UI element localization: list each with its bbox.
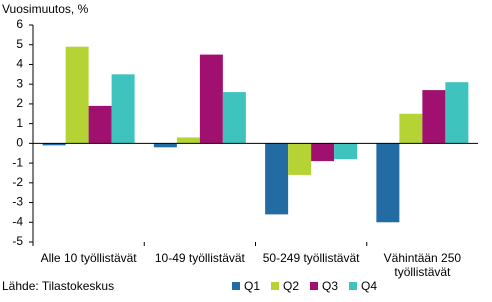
bar	[334, 143, 358, 160]
y-tick-label: 6	[16, 17, 23, 31]
y-tick-label: 5	[16, 37, 23, 51]
y-tick-label: -4	[12, 214, 23, 228]
bar	[265, 143, 289, 215]
legend-swatch	[349, 282, 357, 290]
bar	[376, 143, 400, 223]
legend-label: Q2	[283, 279, 299, 293]
legend-label: Q3	[322, 279, 338, 293]
bar	[153, 143, 177, 148]
legend-swatch	[271, 282, 279, 290]
bar	[42, 143, 66, 146]
bar	[399, 113, 423, 144]
source: Lähde: Tilastokeskus	[2, 279, 114, 293]
bar	[222, 92, 246, 144]
bar	[176, 137, 200, 144]
legend-swatch	[232, 282, 240, 290]
y-tick-label: -3	[12, 195, 23, 209]
y-tick-label: -5	[12, 234, 23, 248]
y-tick-label: 4	[16, 57, 23, 71]
x-tick-label: 50-249 työllistävät	[262, 251, 360, 265]
bar	[199, 54, 223, 144]
bar	[288, 143, 312, 175]
x-tick-label: 10-49 työllistävät	[154, 251, 245, 265]
y-tick-label: 2	[16, 96, 23, 110]
legend-label: Q4	[361, 279, 377, 293]
y-tick-label: -2	[12, 175, 23, 189]
bar	[111, 74, 135, 144]
chart-title: Vuosimuutos, %	[2, 2, 89, 16]
bar	[311, 143, 335, 162]
legend-label: Q1	[244, 279, 260, 293]
bar	[88, 105, 112, 144]
bar	[445, 82, 469, 144]
y-tick-label: -1	[12, 155, 23, 169]
bar	[65, 46, 89, 144]
y-tick-label: 0	[16, 136, 23, 150]
x-tick-label: Alle 10 työllistävät	[40, 251, 137, 265]
y-tick-label: 3	[16, 76, 23, 90]
bar	[422, 90, 446, 144]
x-tick-label: Vähintään 250 työllistävät	[383, 251, 462, 279]
legend-swatch	[310, 282, 318, 290]
y-tick-label: 1	[16, 116, 23, 130]
